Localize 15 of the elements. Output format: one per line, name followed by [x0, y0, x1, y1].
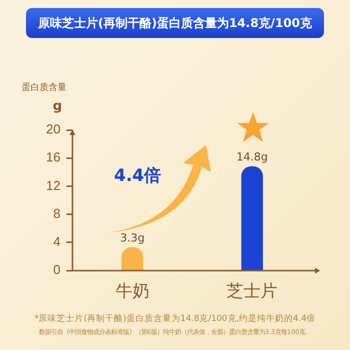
y-tick-label: 12 [46, 178, 60, 193]
data-label: 3.3g [120, 231, 145, 244]
x-tick-label: 芝士片 [226, 281, 278, 300]
text: *原味芝士片(再制干酪)蛋白质含量为14.8克/100克,约是纯牛奶的4.4倍 [33, 313, 317, 325]
text: g [52, 99, 62, 114]
y-tick-label: 20 [46, 122, 60, 137]
y-tick-label: 8 [53, 206, 60, 221]
annotation: 4.4倍 [114, 165, 162, 187]
y-axis-title: 蛋白质含量 [21, 82, 66, 93]
y-tick-label: 0 [53, 262, 60, 278]
chart-title: 原味芝士片(再制干酪)蛋白质含量为14.8克/100克 [26, 8, 324, 38]
x-tick-label: 牛奶 [115, 281, 150, 300]
y-tick-label: 16 [46, 150, 60, 165]
data-label: 14.8g [236, 150, 268, 164]
y-tick-label: 4 [53, 234, 60, 250]
